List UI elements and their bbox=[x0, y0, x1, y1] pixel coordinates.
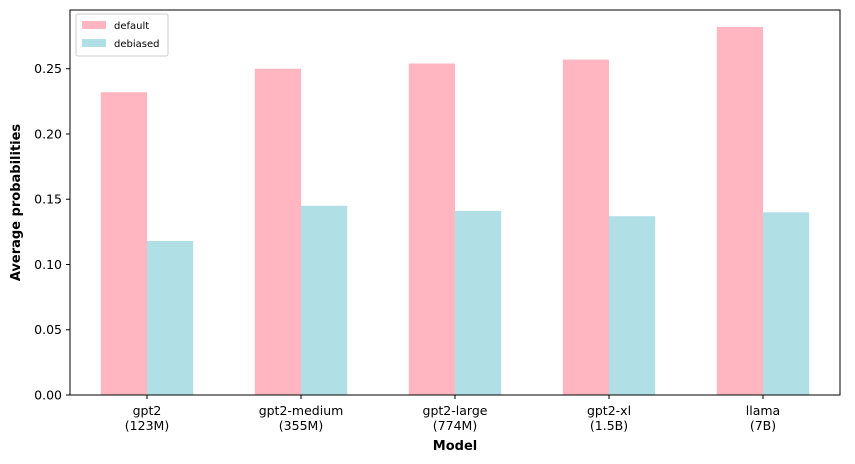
x-tick-label-sub: (355M) bbox=[279, 418, 323, 433]
bar-debiased-4 bbox=[763, 212, 810, 395]
y-tick-label: 0.00 bbox=[34, 388, 62, 403]
x-tick-label-sub: (1.5B) bbox=[590, 418, 628, 433]
y-axis-label: Average probabilities bbox=[9, 124, 24, 282]
x-axis-label: Model bbox=[433, 439, 477, 454]
y-tick-label: 0.15 bbox=[34, 192, 62, 207]
bar-debiased-1 bbox=[301, 205, 348, 395]
x-tick-label: gpt2 bbox=[133, 403, 162, 418]
plot-frame bbox=[69, 9, 841, 396]
bar-debiased-3 bbox=[609, 216, 656, 395]
x-tick-label-sub: (774M) bbox=[433, 418, 477, 433]
y-axis: 0.00 0.05 0.10 0.15 0.20 0.25 bbox=[34, 61, 70, 403]
y-tick-label: 0.05 bbox=[34, 322, 62, 337]
legend: default debiased bbox=[75, 13, 169, 57]
x-axis: gpt2(123M) gpt2-medium(355M) gpt2-large(77… bbox=[125, 395, 780, 433]
x-tick-label: gpt2-medium bbox=[259, 403, 344, 418]
legend-label-debiased: debiased bbox=[114, 39, 159, 50]
legend-swatch-default bbox=[82, 21, 106, 29]
bar-default-2 bbox=[408, 63, 455, 395]
x-tick-label: gpt2-large bbox=[423, 403, 488, 418]
x-tick-label-sub: (7B) bbox=[750, 418, 776, 433]
bar-default-0 bbox=[100, 92, 147, 395]
y-tick-label: 0.10 bbox=[34, 257, 62, 272]
bar-default-4 bbox=[716, 26, 763, 396]
y-tick-label: 0.25 bbox=[34, 61, 62, 76]
bar-debiased-0 bbox=[147, 241, 194, 395]
x-tick-label-sub: (123M) bbox=[125, 418, 169, 433]
bar-debiased-2 bbox=[455, 210, 502, 395]
x-tick-label: llama bbox=[746, 403, 780, 418]
bars-group bbox=[100, 26, 810, 396]
legend-label-default: default bbox=[114, 21, 149, 32]
x-tick-label: gpt2-xl bbox=[587, 403, 631, 418]
legend-swatch-debiased bbox=[82, 39, 106, 47]
y-tick-label: 0.20 bbox=[34, 126, 62, 141]
bar-default-3 bbox=[562, 59, 609, 395]
bar-default-1 bbox=[254, 68, 301, 395]
